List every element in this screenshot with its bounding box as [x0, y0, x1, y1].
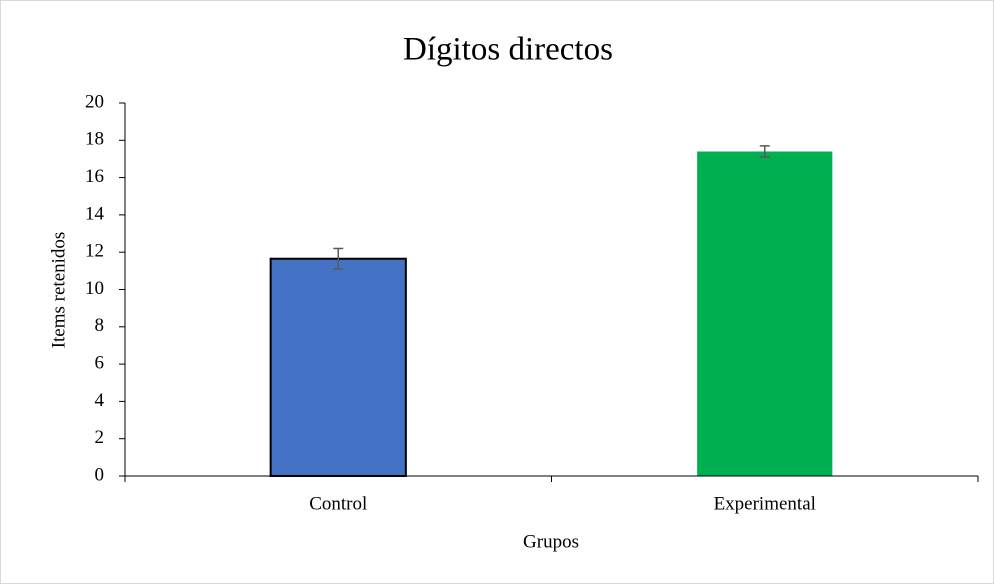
y-axis-label: Items retenidos: [48, 232, 69, 349]
y-tick-label: 6: [95, 352, 105, 373]
x-tick-label: Experimental: [714, 493, 816, 514]
y-tick-label: 12: [85, 241, 104, 262]
y-tick-label: 2: [95, 427, 105, 448]
x-tick-label: Control: [309, 493, 367, 514]
y-tick-label: 20: [85, 91, 104, 112]
y-tick-label: 18: [85, 129, 104, 150]
y-tick-label: 14: [85, 203, 105, 224]
bar: [697, 151, 833, 477]
y-tick-label: 8: [95, 315, 105, 336]
y-tick-label: 10: [85, 278, 104, 299]
y-tick-label: 0: [95, 464, 105, 485]
y-tick-label: 16: [85, 166, 104, 187]
x-axis-label: Grupos: [523, 531, 579, 552]
chart-title: Dígitos directos: [403, 32, 613, 68]
bar: [269, 257, 407, 478]
y-tick-label: 4: [95, 390, 105, 411]
